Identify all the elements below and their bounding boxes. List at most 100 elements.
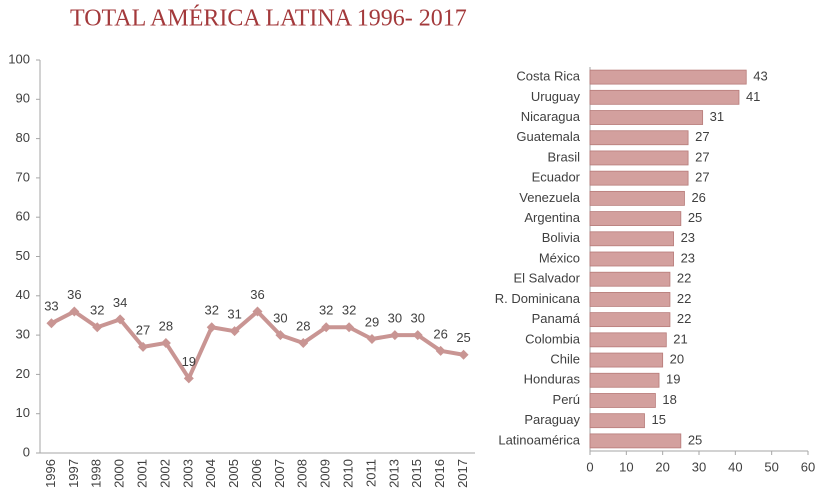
data-label: 29 <box>365 314 379 329</box>
x-tick-label: 2007 <box>272 459 287 488</box>
x-tick-label: 2002 <box>157 459 172 488</box>
data-label: 20 <box>670 351 684 366</box>
bar <box>589 312 671 328</box>
x-tick-label: 2016 <box>432 459 447 488</box>
marker <box>389 330 400 341</box>
data-label: 21 <box>673 331 687 346</box>
data-label: 23 <box>681 230 695 245</box>
bar <box>589 372 660 388</box>
x-tick-label: 2008 <box>295 459 310 488</box>
x-tick-label: 2004 <box>203 459 218 488</box>
data-label: 31 <box>227 307 241 322</box>
y-tick-label: Brasil <box>547 149 580 164</box>
data-label: 28 <box>296 318 310 333</box>
marker <box>275 330 286 341</box>
marker <box>252 306 263 317</box>
data-label: 23 <box>681 250 695 265</box>
data-label: 25 <box>456 330 470 345</box>
x-tick-label: 2006 <box>249 459 264 488</box>
data-label: 34 <box>113 295 127 310</box>
y-tick-label: Guatemala <box>516 129 580 144</box>
bar <box>589 150 689 166</box>
bar <box>589 292 671 307</box>
bar <box>589 89 740 105</box>
marker <box>435 345 446 356</box>
y-tick-label: Perú <box>553 392 580 407</box>
x-tick-label: 2009 <box>318 459 333 488</box>
x-tick-label: 2000 <box>112 459 127 488</box>
data-label: 30 <box>388 311 402 326</box>
marker <box>138 341 149 352</box>
marker <box>92 322 103 333</box>
x-tick-label: 2013 <box>386 459 401 488</box>
data-label: 22 <box>677 271 691 286</box>
data-label: 32 <box>342 303 356 318</box>
data-label: 27 <box>136 322 150 337</box>
bar <box>589 170 689 186</box>
data-label: 22 <box>677 311 691 326</box>
marker <box>366 334 377 345</box>
bar <box>589 413 645 429</box>
y-tick-label: 30 <box>16 327 30 342</box>
y-tick-label: Honduras <box>524 372 581 387</box>
y-tick-label: Ecuador <box>532 170 581 185</box>
data-label: 32 <box>90 303 104 318</box>
data-label: 43 <box>753 69 767 84</box>
x-tick-label: 2001 <box>134 459 149 488</box>
data-label: 31 <box>710 109 724 124</box>
marker <box>344 322 355 333</box>
data-label: 26 <box>691 190 705 205</box>
y-tick-label: 0 <box>23 444 30 459</box>
y-tick-label: Colombia <box>525 331 581 346</box>
data-label: 32 <box>204 303 218 318</box>
data-label: 19 <box>666 372 680 387</box>
data-label: 28 <box>159 318 173 333</box>
x-tick-label: 2010 <box>341 459 356 488</box>
data-label: 25 <box>688 210 702 225</box>
x-tick-label: 2015 <box>409 459 424 488</box>
data-label: 15 <box>652 412 666 427</box>
data-label: 22 <box>677 291 691 306</box>
y-tick-label: Chile <box>550 351 580 366</box>
marker <box>321 322 332 333</box>
bar <box>589 211 682 226</box>
data-label: 27 <box>695 170 709 185</box>
x-tick-label: 10 <box>619 459 633 474</box>
y-tick-label: Argentina <box>524 210 580 225</box>
y-tick-label: 90 <box>16 91 30 106</box>
bar <box>589 433 682 449</box>
x-tick-label: 60 <box>801 459 815 474</box>
x-tick-label: 1998 <box>89 459 104 488</box>
x-tick-label: 2005 <box>226 459 241 488</box>
data-label: 36 <box>67 287 81 302</box>
x-tick-label: 20 <box>655 459 669 474</box>
chart-title: TOTAL AMÉRICA LATINA 1996- 2017 <box>70 6 467 32</box>
y-tick-label: Bolivia <box>542 230 581 245</box>
data-label: 18 <box>662 392 676 407</box>
bar <box>589 352 664 368</box>
y-tick-label: 20 <box>16 366 30 381</box>
marker <box>298 337 309 348</box>
y-tick-label: 10 <box>16 405 30 420</box>
x-tick-label: 2017 <box>455 459 470 488</box>
y-tick-label: Paraguay <box>524 412 580 427</box>
bar <box>589 251 674 267</box>
x-tick-label: 2003 <box>180 459 195 488</box>
data-label: 33 <box>44 299 58 314</box>
x-tick-label: 30 <box>692 459 706 474</box>
y-tick-label: R. Dominicana <box>495 291 581 306</box>
data-label: 36 <box>250 287 264 302</box>
y-tick-label: Latinoamérica <box>498 432 580 447</box>
y-tick-label: 80 <box>16 130 30 145</box>
bar <box>589 231 674 247</box>
marker <box>412 330 423 341</box>
marker <box>115 314 126 325</box>
x-tick-label: 2011 <box>363 459 378 487</box>
data-label: 27 <box>695 129 709 144</box>
marker <box>69 306 80 317</box>
y-tick-label: Nicaragua <box>521 109 581 124</box>
bar <box>589 271 671 287</box>
y-tick-label: México <box>539 250 580 265</box>
data-label: 30 <box>411 311 425 326</box>
data-label: 41 <box>746 89 760 104</box>
